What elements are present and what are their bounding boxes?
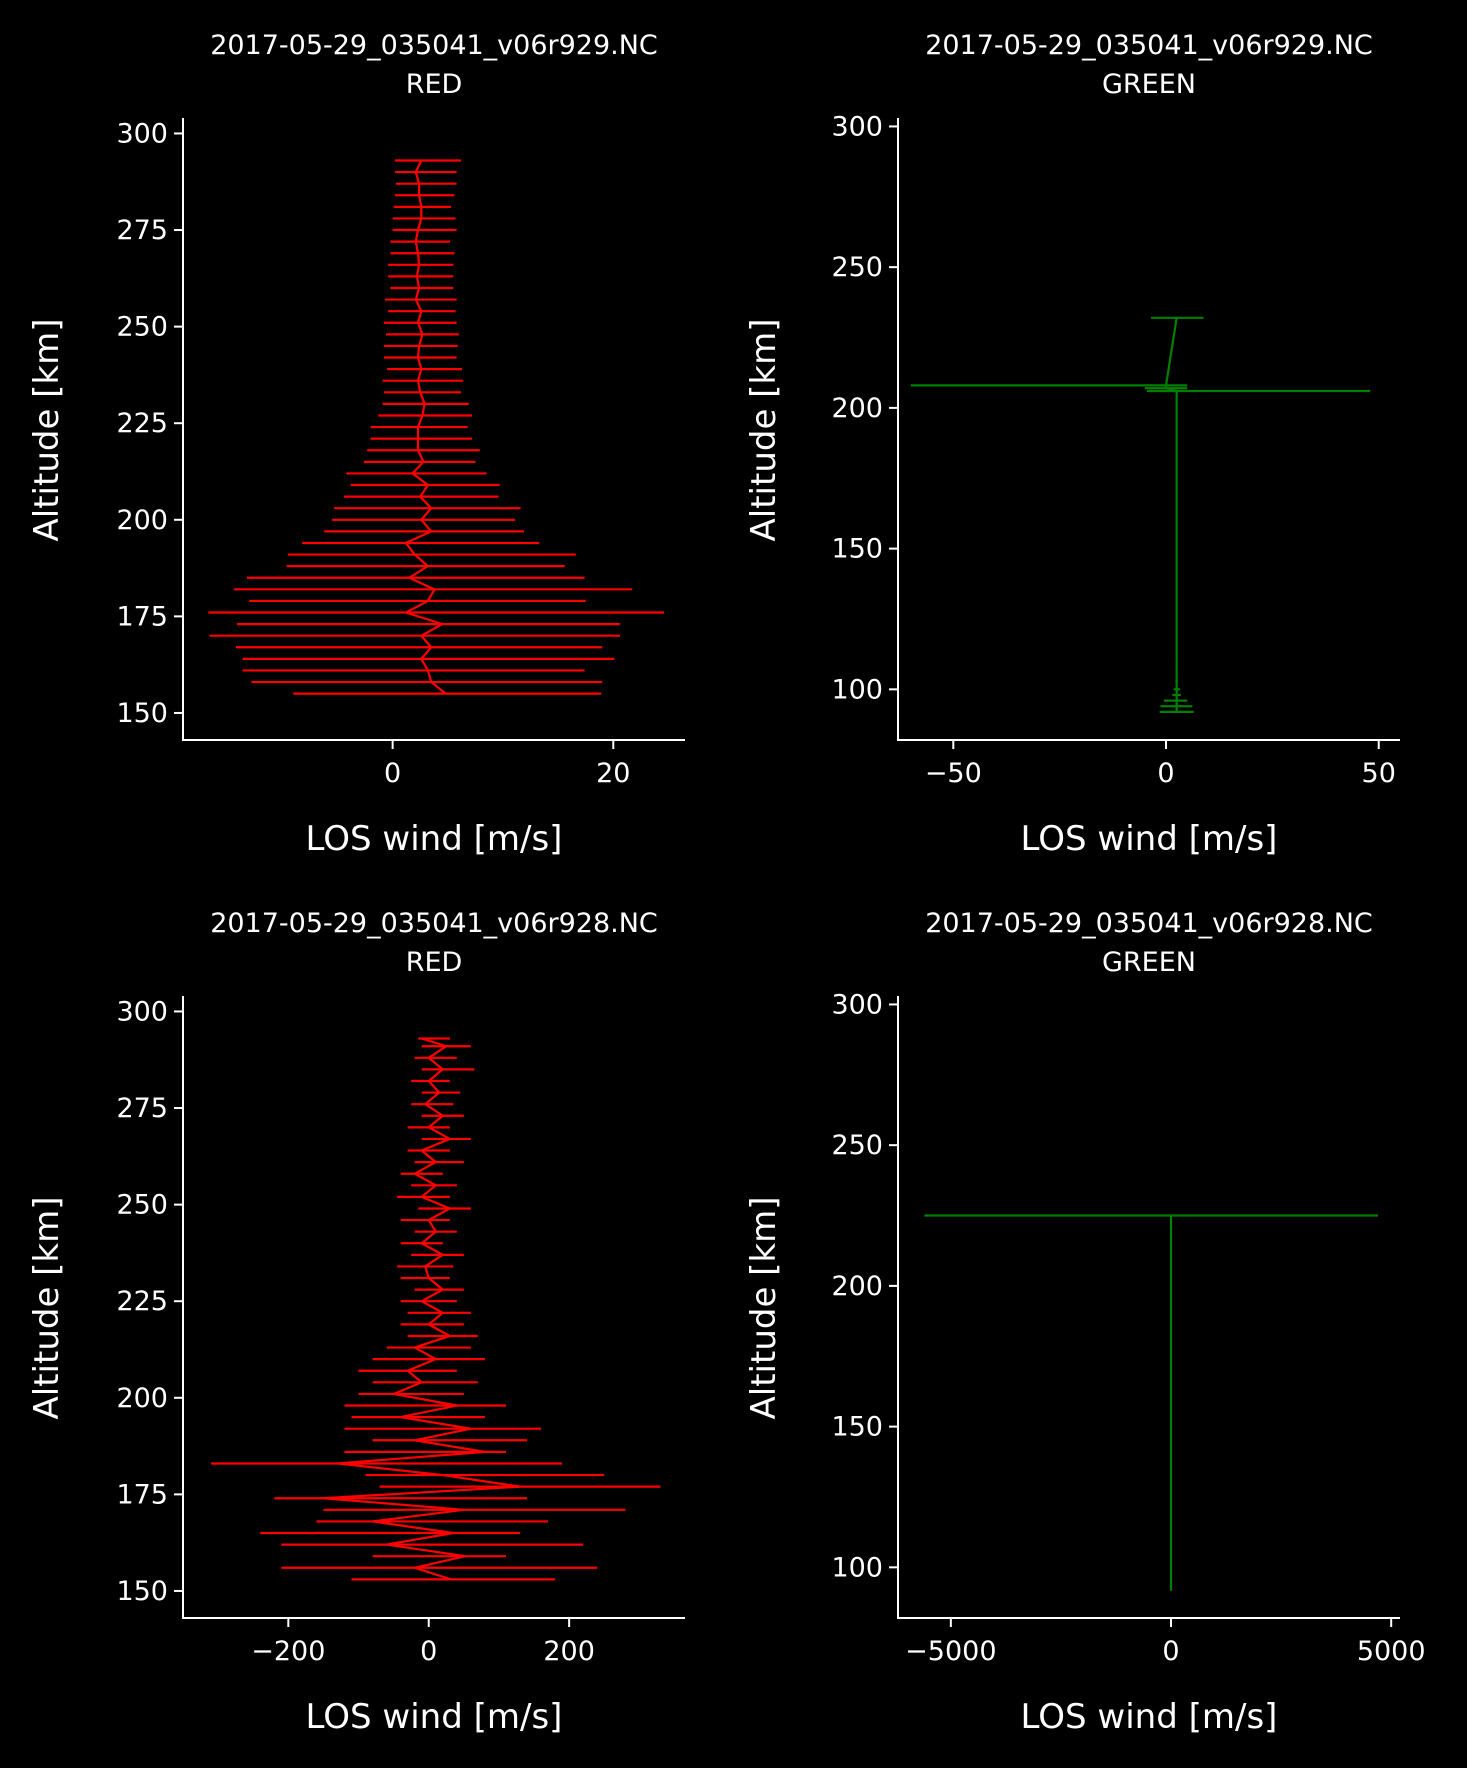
panel-title-channel: GREEN (1102, 69, 1196, 100)
x-tick-label: 20 (596, 758, 630, 789)
panel-green-v06r929: 2017-05-29_035041_v06r929.NC GREEN LOS w… (744, 30, 1400, 859)
x-tick-label: 0 (1157, 758, 1174, 789)
panel-title-file: 2017-05-29_035041_v06r928.NC (210, 908, 658, 939)
y-tick-label: 250 (116, 1190, 168, 1221)
x-tick-label: 200 (543, 1636, 595, 1667)
y-tick-label: 175 (116, 601, 168, 632)
y-tick-label: 150 (831, 534, 883, 565)
y-axis-label: Altitude [km] (744, 318, 784, 541)
panel-red-v06r929: 2017-05-29_035041_v06r929.NC RED LOS win… (27, 30, 685, 859)
panel-title-file: 2017-05-29_035041_v06r928.NC (925, 908, 1373, 939)
panel-red-v06r928: 2017-05-29_035041_v06r928.NC RED LOS win… (27, 908, 685, 1737)
axes: 0 20 150 175 200 225 250 275 300 (116, 118, 685, 789)
y-tick-label: 300 (831, 989, 883, 1020)
y-axis-label: Altitude [km] (27, 318, 67, 541)
y-tick-label: 175 (116, 1479, 168, 1510)
y-tick-label: 150 (116, 1576, 168, 1607)
y-tick-label: 250 (116, 312, 168, 343)
y-tick-label: 250 (831, 252, 883, 283)
axes: −5000 0 5000 100 150 200 250 300 (831, 989, 1425, 1667)
y-tick-label: 200 (116, 1383, 168, 1414)
y-tick-label: 225 (116, 408, 168, 439)
x-axis-label: LOS wind [m/s] (306, 819, 563, 859)
data-marks (924, 1214, 1378, 1591)
x-axis-label: LOS wind [m/s] (306, 1697, 563, 1737)
y-tick-label: 300 (116, 996, 168, 1027)
x-tick-label: 0 (420, 1636, 437, 1667)
x-tick-label: −5000 (905, 1636, 996, 1667)
x-tick-label: 5000 (1357, 1636, 1426, 1667)
y-tick-label: 200 (831, 1271, 883, 1302)
y-tick-label: 275 (116, 215, 168, 246)
y-tick-label: 200 (831, 393, 883, 424)
y-tick-label: 250 (831, 1130, 883, 1161)
wind-profile-line (403, 160, 447, 695)
x-tick-label: 0 (1162, 1636, 1179, 1667)
axes: −200 0 200 150 175 200 225 250 275 300 (116, 996, 685, 1667)
panel-title-file: 2017-05-29_035041_v06r929.NC (210, 30, 658, 61)
x-tick-label: 50 (1362, 758, 1396, 789)
data-marks (211, 1037, 661, 1581)
y-tick-label: 275 (116, 1093, 168, 1124)
y-tick-label: 100 (831, 674, 883, 705)
axes: −50 0 50 100 150 200 250 300 (831, 111, 1400, 789)
panel-title-channel: RED (406, 69, 463, 100)
x-tick-label: −50 (925, 758, 982, 789)
x-tick-label: 0 (384, 758, 401, 789)
wind-profile-line (1164, 317, 1178, 712)
y-tick-label: 150 (116, 698, 168, 729)
x-axis-label: LOS wind [m/s] (1021, 1697, 1278, 1737)
y-axis-label: Altitude [km] (744, 1196, 784, 1419)
y-tick-label: 300 (831, 111, 883, 142)
panel-title-channel: GREEN (1102, 947, 1196, 978)
y-tick-label: 100 (831, 1552, 883, 1583)
y-tick-label: 300 (116, 118, 168, 149)
panel-green-v06r928: 2017-05-29_035041_v06r928.NC GREEN LOS w… (744, 908, 1426, 1737)
y-tick-label: 225 (116, 1286, 168, 1317)
data-marks (910, 316, 1371, 713)
panel-title-channel: RED (406, 947, 463, 978)
y-tick-label: 150 (831, 1412, 883, 1443)
wind-profile-line (323, 1037, 521, 1581)
x-tick-label: −200 (251, 1636, 325, 1667)
x-axis-label: LOS wind [m/s] (1021, 819, 1278, 859)
y-axis-label: Altitude [km] (27, 1196, 67, 1419)
y-tick-label: 200 (116, 505, 168, 536)
panel-title-file: 2017-05-29_035041_v06r929.NC (925, 30, 1373, 61)
data-marks (208, 159, 665, 695)
